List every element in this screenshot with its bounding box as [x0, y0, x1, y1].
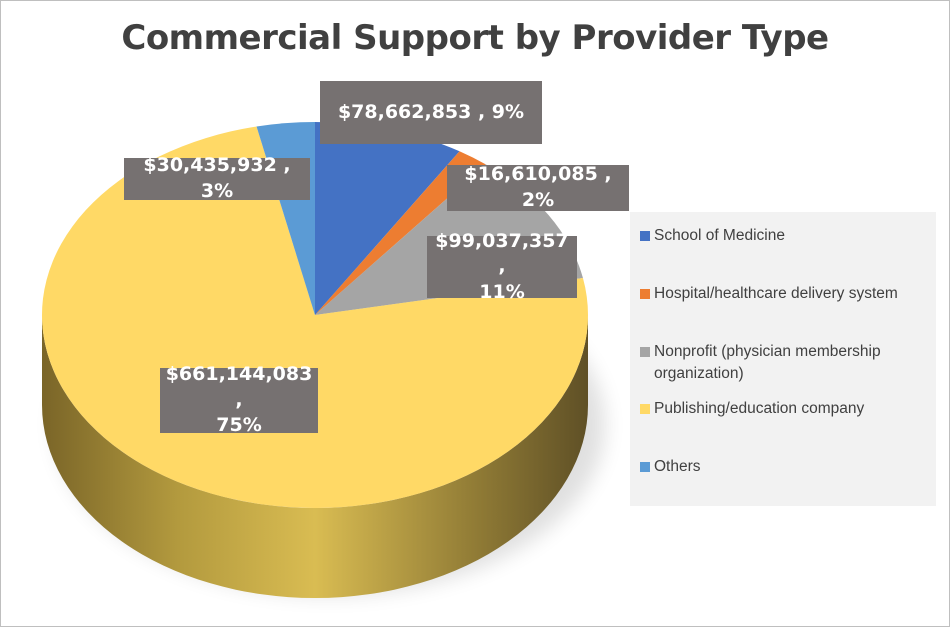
pie-slice-0	[315, 122, 460, 315]
legend-swatch	[640, 347, 650, 357]
legend-swatch	[640, 231, 650, 241]
legend-label: Hospital/healthcare delivery system	[654, 285, 898, 302]
pie-slice-1	[315, 151, 486, 315]
legend: School of Medicine Hospital/healthcare d…	[630, 212, 936, 506]
legend-label: Nonprofit (physician membership organiza…	[654, 343, 881, 382]
legend-label: School of Medicine	[654, 227, 785, 244]
data-label-4: $30,435,932 , 3%	[124, 154, 310, 202]
legend-swatch	[640, 462, 650, 472]
legend-label: Others	[654, 458, 701, 475]
pie-side	[42, 315, 588, 598]
legend-swatch	[640, 289, 650, 299]
data-label-1: $16,610,085 , 2%	[447, 163, 629, 211]
data-label-2: $99,037,357 , 11%	[427, 230, 577, 303]
legend-label: Publishing/education company	[654, 400, 865, 417]
chart-title: Commercial Support by Provider Type	[121, 18, 829, 58]
legend-swatch	[640, 404, 650, 414]
data-label-0: $78,662,853 , 9%	[320, 81, 542, 144]
pie-side-wall	[42, 315, 588, 598]
data-label-3: $661,144,083 , 75%	[160, 363, 318, 436]
